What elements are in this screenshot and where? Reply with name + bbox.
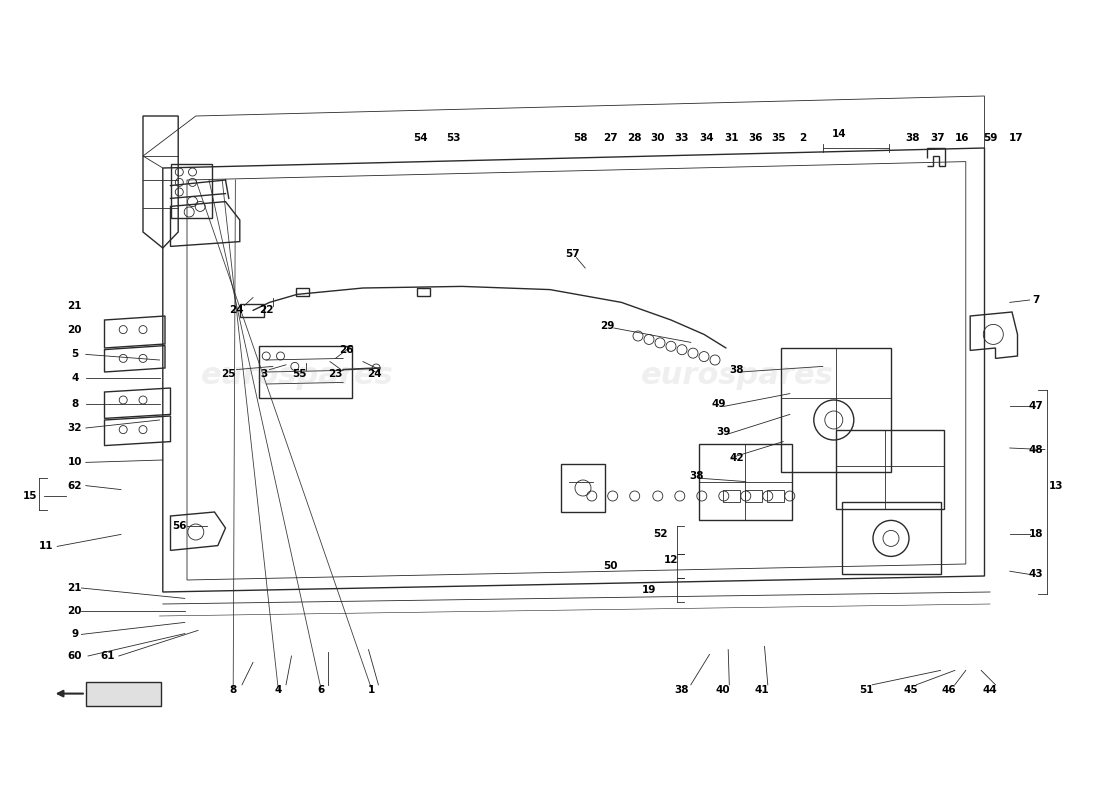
Text: 49: 49 [711,399,726,409]
Text: 18: 18 [1028,530,1044,539]
Text: 13: 13 [1048,482,1064,491]
Text: 31: 31 [724,133,739,142]
Text: 30: 30 [650,133,666,142]
Text: 35: 35 [771,133,786,142]
Text: 56: 56 [172,522,187,531]
Text: eurospares: eurospares [200,362,394,390]
Text: 17: 17 [1009,133,1024,142]
Text: 38: 38 [689,471,704,481]
Text: 52: 52 [652,530,668,539]
Text: 8: 8 [230,685,236,694]
Text: 33: 33 [674,133,690,142]
Text: 10: 10 [67,458,82,467]
Text: 55: 55 [292,370,307,379]
Text: 6: 6 [318,685,324,694]
Text: 37: 37 [930,133,945,142]
Text: 23: 23 [328,370,343,379]
Text: 38: 38 [674,685,690,694]
Text: 5: 5 [72,350,78,359]
Text: 12: 12 [663,555,679,565]
Text: 15: 15 [22,491,37,501]
FancyBboxPatch shape [86,682,161,706]
Text: 4: 4 [275,685,282,694]
Text: 48: 48 [1028,445,1044,454]
Text: 58: 58 [573,133,588,142]
Text: 32: 32 [67,423,82,433]
Text: 46: 46 [942,685,957,694]
Text: 20: 20 [67,606,82,616]
Text: 40: 40 [715,685,730,694]
Text: 19: 19 [641,586,657,595]
Text: 51: 51 [859,685,874,694]
Text: 42: 42 [729,453,745,462]
Text: 16: 16 [955,133,970,142]
Text: 4: 4 [72,374,78,383]
Text: 1: 1 [368,685,375,694]
Text: 44: 44 [982,685,998,694]
Text: 59: 59 [982,133,998,142]
Text: 9: 9 [72,630,78,639]
Text: 22: 22 [258,306,274,315]
Text: 38: 38 [905,133,921,142]
Text: 29: 29 [600,322,615,331]
Text: 41: 41 [755,685,770,694]
Text: 2: 2 [800,133,806,142]
Text: 61: 61 [100,651,116,661]
Text: 45: 45 [903,685,918,694]
Text: 11: 11 [39,542,54,551]
Text: 7: 7 [1033,295,1039,305]
Text: 54: 54 [412,133,428,142]
Text: 21: 21 [67,583,82,593]
Text: 38: 38 [729,366,745,375]
Text: 34: 34 [698,133,714,142]
Text: 39: 39 [716,427,732,437]
Text: eurospares: eurospares [640,362,834,390]
Text: 27: 27 [603,133,618,142]
Text: 26: 26 [339,345,354,354]
Text: 14: 14 [832,130,847,139]
Text: 3: 3 [261,370,267,379]
Text: 36: 36 [748,133,763,142]
Text: 62: 62 [67,481,82,490]
Text: 60: 60 [67,651,82,661]
Text: 50: 50 [603,562,618,571]
Text: 53: 53 [446,133,461,142]
Text: 20: 20 [67,325,82,334]
Text: 57: 57 [564,250,580,259]
Text: 21: 21 [67,301,82,310]
Text: 25: 25 [221,370,236,379]
Text: 24: 24 [229,306,244,315]
Text: 28: 28 [627,133,642,142]
Text: 8: 8 [72,399,78,409]
Text: 47: 47 [1028,402,1044,411]
Text: 43: 43 [1028,570,1044,579]
Text: 24: 24 [366,370,382,379]
